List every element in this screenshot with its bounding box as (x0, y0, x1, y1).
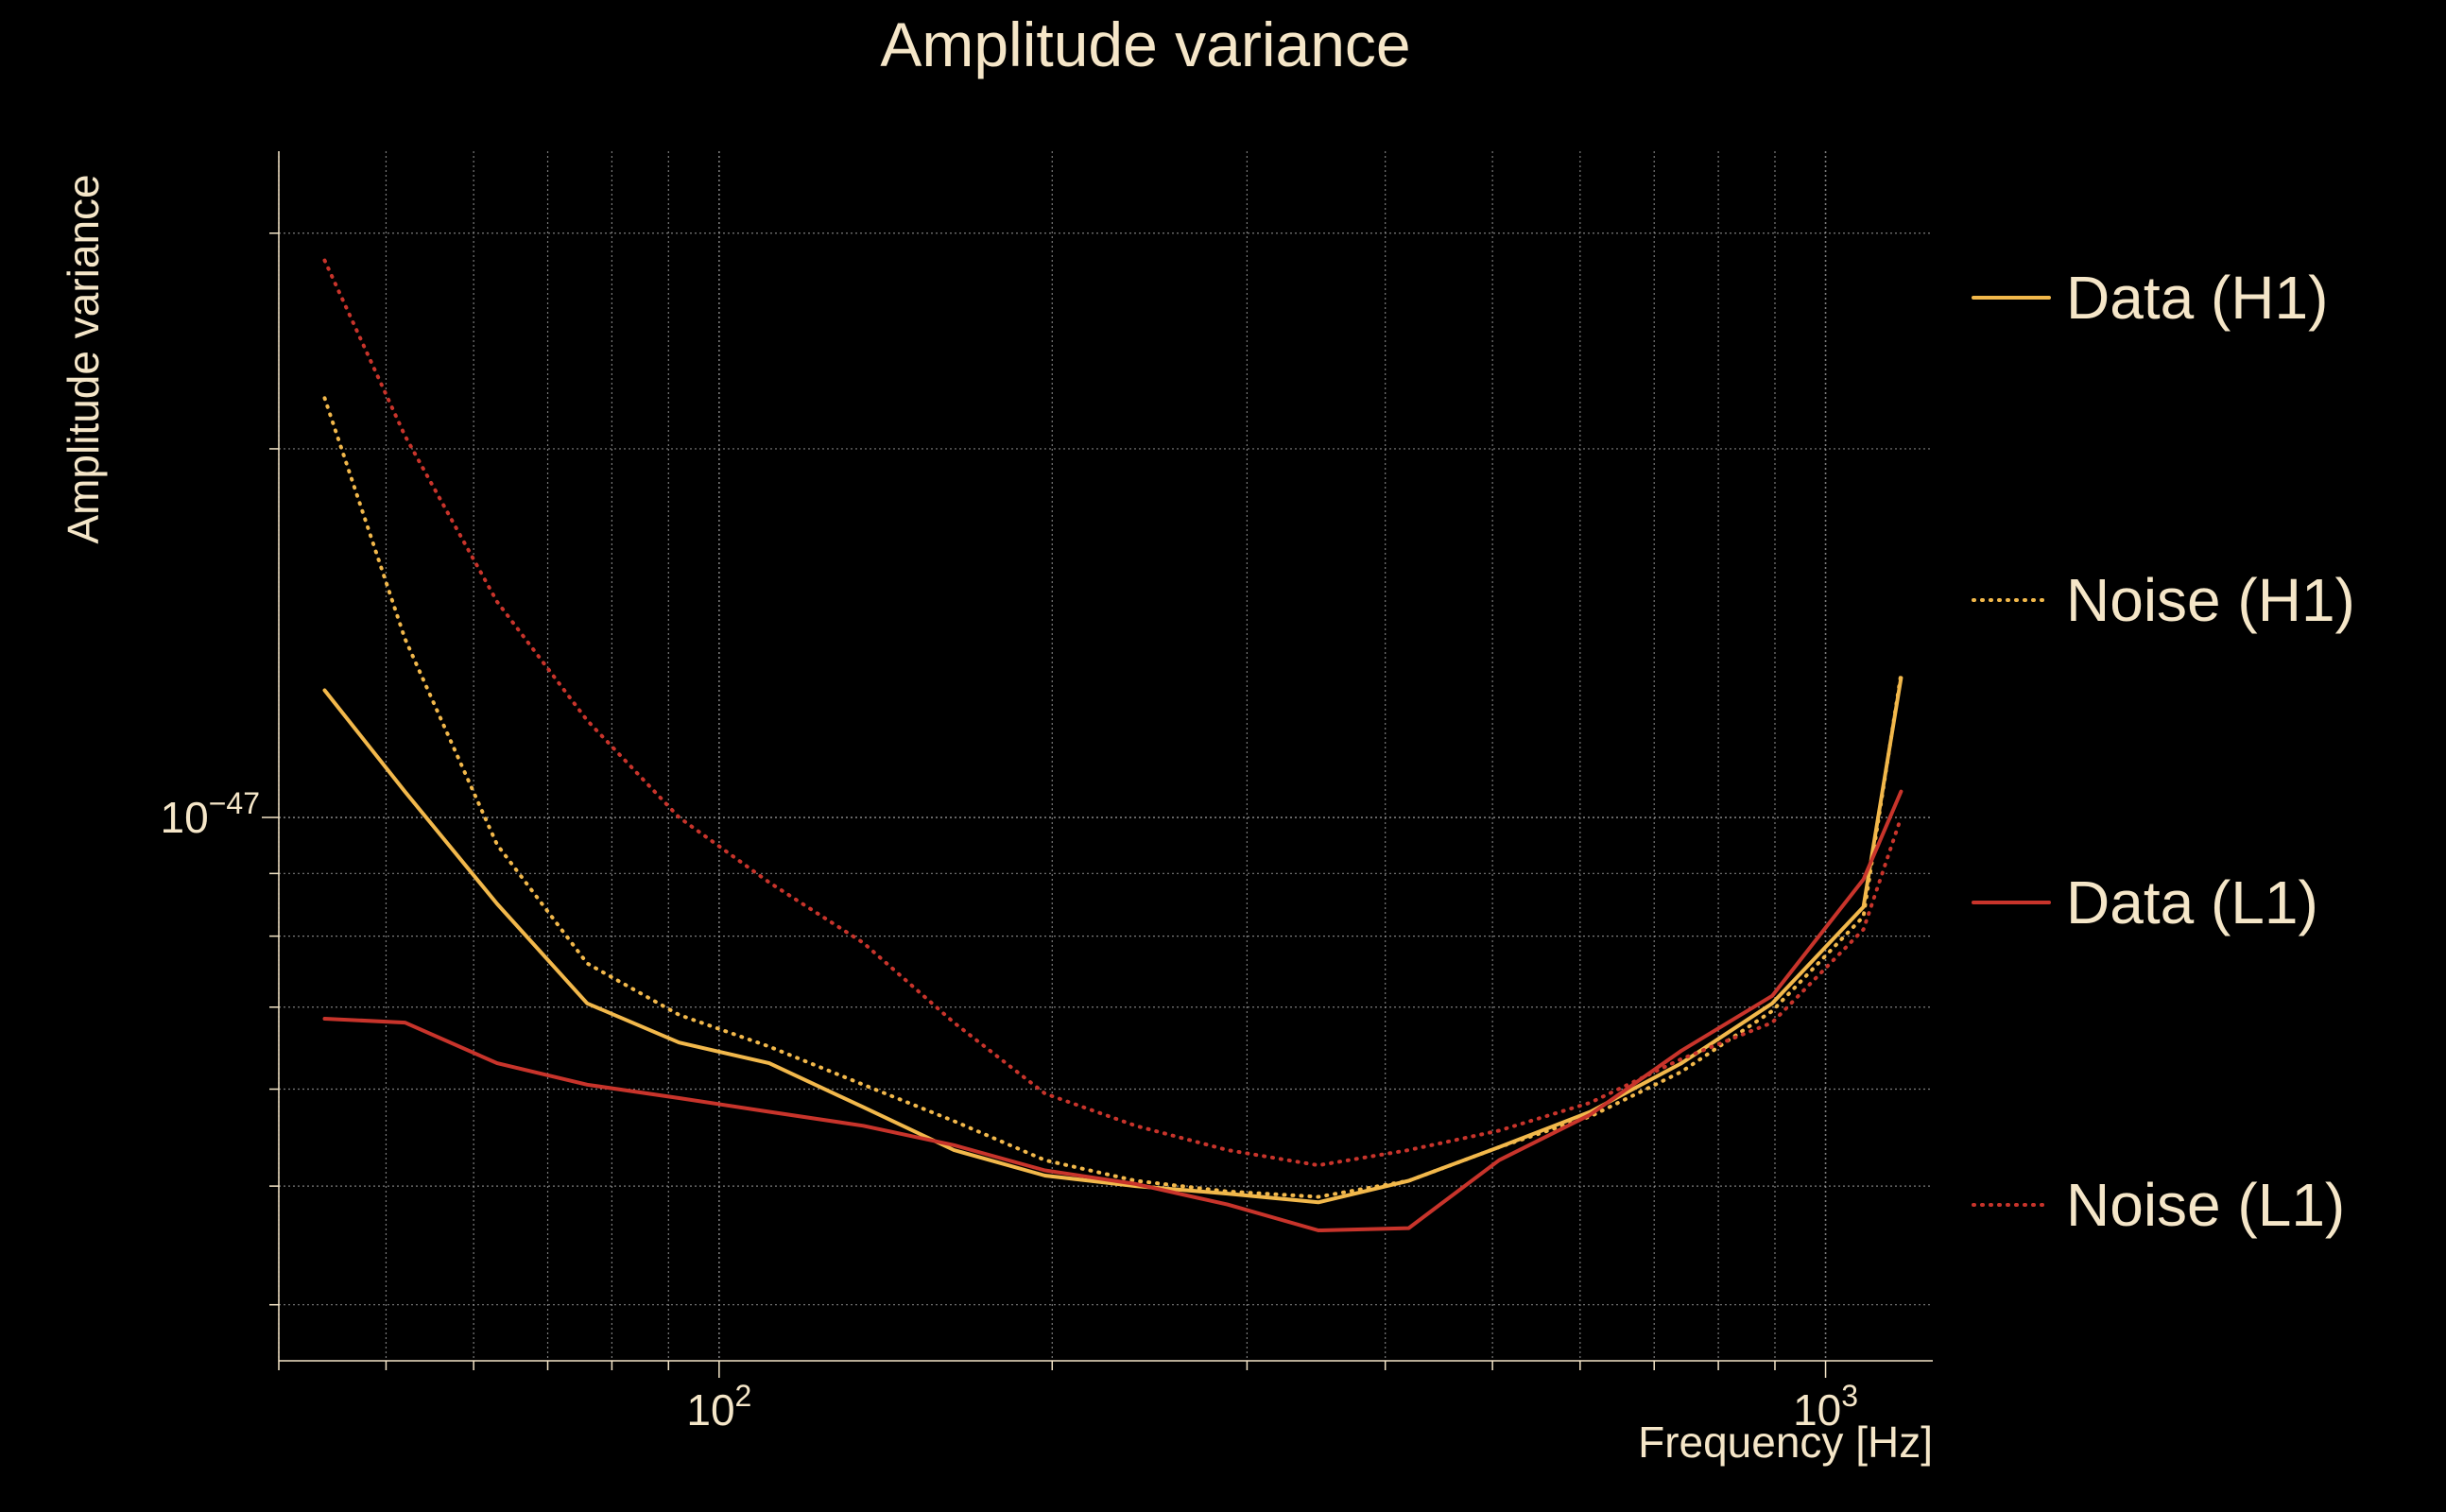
legend-label: Data (L1) (2066, 868, 2318, 936)
legend-label: Noise (L1) (2066, 1171, 2345, 1239)
series-line-noise-l1 (322, 258, 1903, 1168)
axes (262, 151, 1933, 1378)
y-tick-label: 10−47 (161, 786, 260, 842)
x-axis-label: Frequency [Hz] (1638, 1418, 1933, 1467)
tick-labels: 102 103 10−47 (161, 786, 1858, 1435)
series-line-data-h1 (322, 676, 1903, 1205)
chart-title: Amplitude variance (880, 9, 1410, 79)
legend-label: Noise (H1) (2066, 566, 2355, 634)
y-axis-label: Amplitude variance (59, 174, 108, 543)
series-line-noise-h1 (322, 396, 1903, 1199)
grid-lines (278, 151, 1933, 1361)
series-lines (322, 258, 1903, 1232)
x-tick-label: 102 (686, 1379, 751, 1435)
x-tick-label: 103 (1793, 1379, 1858, 1435)
series-line-data-l1 (322, 789, 1903, 1232)
legend-label: Data (H1) (2066, 264, 2328, 332)
legend: Data (H1) Noise (H1) Data (L1) Noise (L1) (1972, 264, 2355, 1239)
